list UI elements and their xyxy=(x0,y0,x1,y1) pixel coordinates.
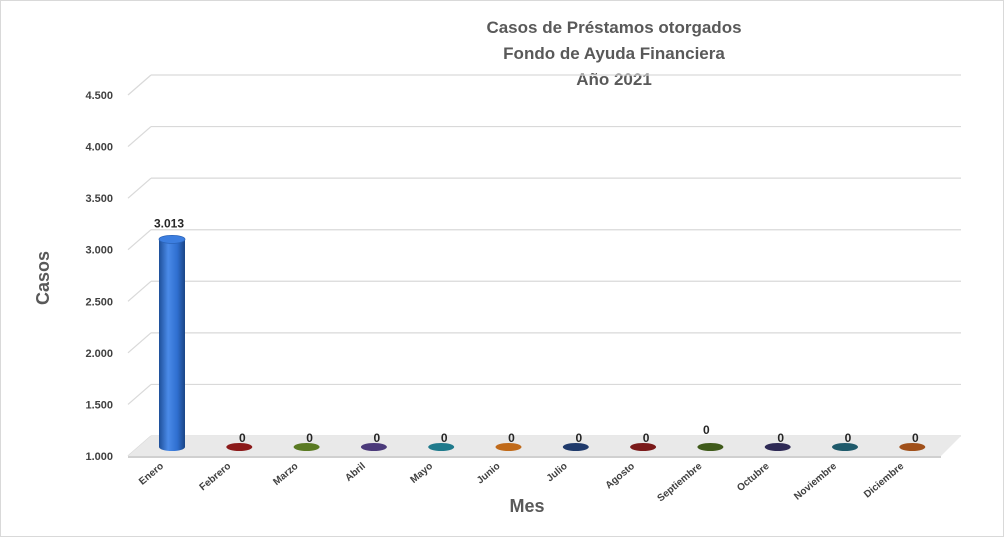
x-tick-label: Noviembre xyxy=(792,461,839,503)
bar-disc xyxy=(630,443,657,451)
bar-disc xyxy=(495,443,522,451)
bar-enero xyxy=(158,234,186,451)
y-tick-label: 3.000 xyxy=(85,245,113,257)
x-tick-label: Marzo xyxy=(271,461,300,488)
x-tick-label: Enero xyxy=(137,461,166,488)
gridline-diagonal xyxy=(127,332,152,354)
data-labels: 3.013 0 0 0 0 0 0 0 0 0 0 0 xyxy=(154,216,919,445)
x-tick-label: Julio xyxy=(545,461,570,484)
x-tick-label: Octubre xyxy=(735,461,772,494)
floor-plane xyxy=(128,436,961,456)
data-label: 0 xyxy=(306,431,313,445)
bars xyxy=(158,234,926,451)
gridline-diagonal xyxy=(127,126,152,148)
y-tick-label: 4.000 xyxy=(85,142,113,154)
bar-disc xyxy=(764,443,791,451)
y-tick-label: 2.000 xyxy=(85,348,113,360)
chart-title: Casos de Préstamos otorgados Fondo de Ay… xyxy=(486,18,741,89)
x-tick-label: Febrero xyxy=(198,461,234,493)
bar-disc xyxy=(293,443,320,451)
gridlines xyxy=(127,74,961,457)
x-tick-label: Agosto xyxy=(604,461,637,492)
x-tick-label: Abril xyxy=(343,461,368,484)
bar-octubre xyxy=(764,443,791,451)
bar-abril xyxy=(360,443,387,451)
chart-title-line-1: Casos de Préstamos otorgados xyxy=(486,18,741,37)
gridline-diagonal xyxy=(127,229,152,251)
bar-noviembre xyxy=(832,443,858,451)
data-label: 0 xyxy=(374,431,381,445)
gridline-diagonal xyxy=(127,383,152,405)
bar-julio xyxy=(562,443,589,451)
data-label: 0 xyxy=(845,431,852,445)
x-tick-label: Junio xyxy=(475,461,503,487)
data-label: 0 xyxy=(575,431,582,445)
gridline-diagonal xyxy=(127,280,152,302)
data-label: 0 xyxy=(441,431,448,445)
data-label: 0 xyxy=(239,431,246,445)
chart-title-line-2: Fondo de Ayuda Financiera xyxy=(503,44,725,63)
gridline-diagonal xyxy=(127,74,152,96)
data-label: 0 xyxy=(508,431,515,445)
bar-junio xyxy=(495,443,522,451)
y-tick-labels: 1.000 1.500 2.000 2.500 3.000 3.500 4.000 4.500 xyxy=(85,90,113,463)
y-axis-label: Casos xyxy=(33,251,53,305)
bar-diciembre xyxy=(899,443,926,451)
y-tick-label: 4.500 xyxy=(85,90,113,102)
x-tick-label: Septiembre xyxy=(656,461,705,505)
bar-disc xyxy=(562,443,589,451)
x-axis-label: Mes xyxy=(509,496,544,516)
bar-body xyxy=(159,239,185,451)
x-tick-label: Diciembre xyxy=(862,461,906,501)
bar-agosto xyxy=(630,443,657,451)
y-tick-label: 2.500 xyxy=(85,296,113,308)
data-label: 0 xyxy=(777,431,784,445)
data-label: 0 xyxy=(703,423,710,437)
chart-title-line-3: Año 2021 xyxy=(576,70,652,89)
bar-disc xyxy=(899,443,926,451)
bar-disc xyxy=(697,443,724,451)
bar-disc xyxy=(360,443,387,451)
bar-marzo xyxy=(293,443,320,451)
bar-top xyxy=(158,234,186,244)
data-label: 0 xyxy=(643,431,650,445)
gridline-diagonal xyxy=(127,177,152,199)
y-tick-label: 3.500 xyxy=(85,193,113,205)
chart-floor xyxy=(128,436,961,458)
bar-septiembre xyxy=(697,443,724,451)
bar-mayo xyxy=(428,443,455,451)
bar-febrero xyxy=(226,443,253,451)
data-label: 0 xyxy=(912,431,919,445)
bar-disc xyxy=(226,443,253,451)
bar-disc xyxy=(832,443,858,451)
data-label: 3.013 xyxy=(154,216,184,230)
y-tick-label: 1.000 xyxy=(85,451,113,463)
x-tick-label: Mayo xyxy=(408,461,435,486)
floor-edge xyxy=(128,456,941,458)
y-tick-label: 1.500 xyxy=(85,399,113,411)
bar-disc xyxy=(428,443,455,451)
